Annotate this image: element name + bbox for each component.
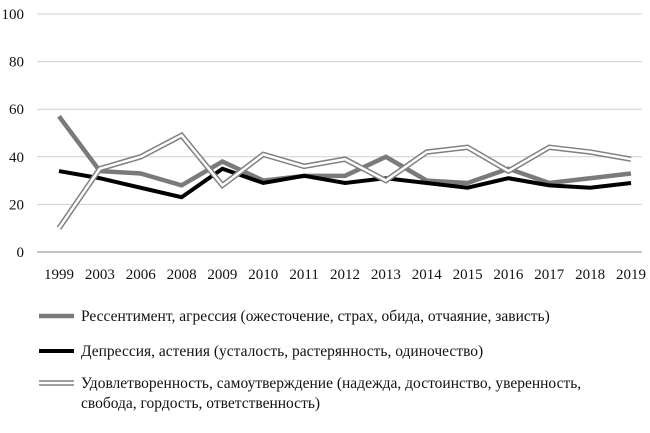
x-tick-label: 2010: [248, 267, 278, 283]
x-tick-label: 2018: [575, 267, 605, 283]
x-tick-label: 2017: [534, 267, 565, 283]
legend: Рессентимент, агрессия (ожесточение, стр…: [39, 308, 581, 412]
legend-label: свобода, гордость, ответственность): [81, 395, 320, 412]
legend-item: Рессентимент, агрессия (ожесточение, стр…: [39, 308, 550, 325]
x-tick-label: 1999: [44, 267, 74, 283]
y-tick-label: 80: [9, 55, 24, 71]
y-tick-label: 100: [2, 7, 25, 23]
x-tick-label: 2016: [493, 267, 524, 283]
series-line: [58, 166, 632, 200]
legend-item: Удовлетворенность, самоутверждение (наде…: [39, 375, 581, 412]
x-tick-label: 2019: [616, 267, 646, 283]
x-tick-label: 2012: [330, 267, 360, 283]
y-tick-label: 40: [9, 150, 24, 166]
y-tick-label: 60: [9, 102, 24, 118]
series-line-inner: [57, 133, 632, 229]
x-tick-label: 2008: [167, 267, 197, 283]
x-tick-label: 2003: [85, 267, 115, 283]
series-1: [57, 114, 632, 188]
series-3: [56, 131, 632, 230]
x-tick-label: 2014: [412, 267, 443, 283]
legend-label: Депрессия, астения (усталость, растерянн…: [81, 343, 483, 360]
series-lines: [56, 114, 632, 230]
legend-item: Депрессия, астения (усталость, растерянн…: [39, 343, 483, 360]
series-line: [57, 114, 632, 188]
x-tick-label: 2011: [289, 267, 318, 283]
legend-label: Удовлетворенность, самоутверждение (наде…: [81, 375, 581, 392]
x-tick-label: 2009: [207, 267, 237, 283]
y-tick-label: 20: [9, 197, 24, 213]
x-tick-label: 2006: [126, 267, 157, 283]
x-axis-ticks: 1999 2003 2006 2008 2009 2010 2011 2012 2013 2014…: [44, 267, 646, 283]
y-tick-label: 0: [17, 245, 25, 261]
x-tick-label: 2015: [453, 267, 483, 283]
x-tick-label: 2013: [371, 267, 401, 283]
legend-label: Рессентимент, агрессия (ожесточение, стр…: [81, 308, 550, 325]
y-axis-ticks: 0 20 40 60 80 100: [2, 7, 25, 261]
series-2: [58, 166, 632, 200]
